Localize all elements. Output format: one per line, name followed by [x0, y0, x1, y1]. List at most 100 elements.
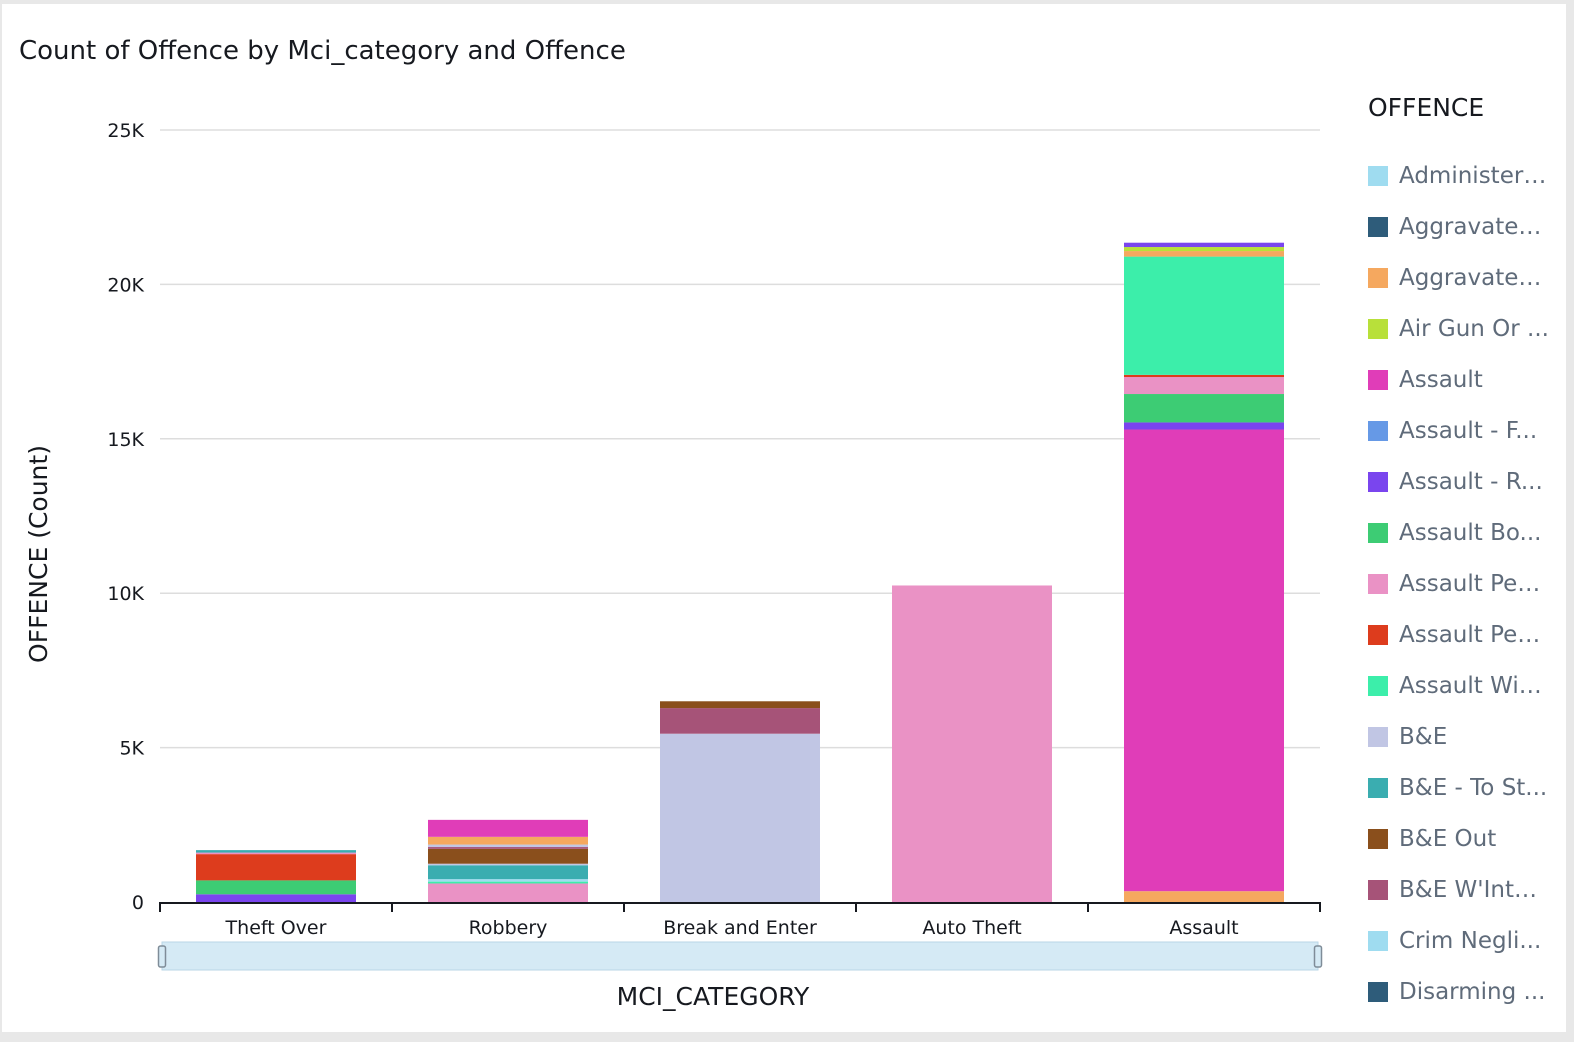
x-tick-label: Auto Theft: [922, 917, 1021, 939]
x-tick-label: Theft Over: [225, 917, 327, 939]
bar-segment[interactable]: [428, 844, 588, 848]
legend-label: B&E: [1399, 724, 1448, 750]
bar-segment[interactable]: [196, 880, 356, 895]
legend-item[interactable]: Aggravated...: [1368, 213, 1564, 264]
bar-segment[interactable]: [428, 879, 588, 882]
bar-segment[interactable]: [1124, 429, 1284, 892]
bar-segment[interactable]: [428, 847, 588, 849]
bar-segment[interactable]: [1124, 374, 1284, 378]
legend-item[interactable]: Assault Pea...: [1368, 621, 1564, 672]
bar-segment[interactable]: [196, 854, 356, 881]
legend-item[interactable]: Disarming ...: [1368, 978, 1564, 1029]
legend-items: Administeri... Aggravated... Aggravated...…: [1368, 162, 1564, 1029]
legend-swatch: [1368, 982, 1388, 1002]
x-axis: Theft Over Robbery Break and Enter Auto The…: [159, 902, 1321, 939]
chart-title: Count of Offence by Mci_category and Off…: [19, 36, 626, 66]
bar-segment[interactable]: [196, 894, 356, 902]
bar-segment[interactable]: [428, 881, 588, 884]
legend-swatch: [1368, 778, 1388, 798]
x-tick-label: Robbery: [469, 917, 548, 939]
legend-label: Assault: [1399, 367, 1483, 393]
legend: OFFENCE Administeri... Aggravated... Aggra…: [1368, 92, 1564, 1029]
legend-label: Assault Wit...: [1399, 673, 1549, 699]
bar-segment[interactable]: [660, 701, 820, 709]
scrollbar-handle[interactable]: [157, 945, 167, 968]
legend-label: B&E - To St...: [1399, 775, 1548, 801]
legend-swatch: [1368, 931, 1388, 951]
bar-segment[interactable]: [428, 848, 588, 864]
legend-label: Assault Pea...: [1399, 571, 1549, 597]
y-axis-title: OFFENCE (Count): [24, 445, 53, 663]
legend-item[interactable]: Assault: [1368, 366, 1564, 417]
bar-segment[interactable]: [428, 883, 588, 902]
legend-swatch: [1368, 625, 1388, 645]
legend-item[interactable]: Aggravated...: [1368, 264, 1564, 315]
legend-swatch: [1368, 676, 1388, 696]
bar-stack[interactable]: [196, 850, 356, 902]
legend-swatch: [1368, 523, 1388, 543]
bar-segment[interactable]: [1124, 251, 1284, 257]
x-axis-title: MCI_CATEGORY: [617, 982, 810, 1011]
legend-swatch: [1368, 727, 1388, 747]
legend-label: Aggravated...: [1399, 214, 1549, 240]
bar-segment[interactable]: [428, 865, 588, 880]
bar-segment[interactable]: [1124, 394, 1284, 423]
scrollbar-track[interactable]: [161, 941, 1319, 971]
bar-segment[interactable]: [1124, 242, 1284, 248]
legend-item[interactable]: B&E - To St...: [1368, 774, 1564, 825]
legend-swatch: [1368, 574, 1388, 594]
legend-swatch: [1368, 472, 1388, 492]
legend-label: Disarming ...: [1399, 979, 1546, 1005]
legend-item[interactable]: B&E: [1368, 723, 1564, 774]
legend-label: B&E Out: [1399, 826, 1497, 852]
y-tick-label: 10K: [107, 583, 144, 605]
legend-swatch: [1368, 217, 1388, 237]
bar-segment[interactable]: [1124, 256, 1284, 375]
bar-stack[interactable]: [660, 701, 820, 902]
legend-title: OFFENCE: [1368, 93, 1485, 122]
bar-segment[interactable]: [196, 850, 356, 853]
y-tick-label: 15K: [107, 429, 144, 451]
bar-segment[interactable]: [1124, 377, 1284, 395]
bar-segment[interactable]: [428, 819, 588, 837]
y-axis-ticks: 0 5K 10K 15K 20K 25K: [107, 120, 144, 914]
bar-stack[interactable]: [892, 585, 1052, 902]
legend-swatch: [1368, 421, 1388, 441]
legend-swatch: [1368, 370, 1388, 390]
legend-item[interactable]: Assault Bo...: [1368, 519, 1564, 570]
legend-swatch: [1368, 319, 1388, 339]
bar-stack[interactable]: [1124, 242, 1284, 902]
bar-segment[interactable]: [660, 733, 820, 902]
bar-segment[interactable]: [660, 708, 820, 734]
legend-item[interactable]: Air Gun Or ...: [1368, 315, 1564, 366]
legend-item[interactable]: Administeri...: [1368, 162, 1564, 213]
y-tick-label: 5K: [119, 738, 144, 760]
legend-label: Assault Bo...: [1399, 520, 1542, 546]
legend-item[interactable]: B&E Out: [1368, 825, 1564, 876]
legend-item[interactable]: Assault - R...: [1368, 468, 1564, 519]
bar-segment[interactable]: [428, 836, 588, 845]
bar-segment[interactable]: [428, 863, 588, 866]
legend-item[interactable]: Crim Negli...: [1368, 927, 1564, 978]
legend-label: Aggravated...: [1399, 265, 1549, 291]
bar-stack[interactable]: [428, 819, 588, 902]
range-scrollbar[interactable]: [157, 941, 1323, 971]
legend-label: Air Gun Or ...: [1399, 316, 1549, 342]
bar-segment[interactable]: [196, 852, 356, 855]
legend-label: Administeri...: [1399, 163, 1549, 189]
legend-label: B&E W'Intent: [1399, 877, 1549, 903]
legend-item[interactable]: Assault - F...: [1368, 417, 1564, 468]
scrollbar-handle[interactable]: [1313, 945, 1323, 968]
y-tick-label: 25K: [107, 120, 144, 142]
bar-segment[interactable]: [1124, 891, 1284, 902]
bar-segment[interactable]: [892, 585, 1052, 902]
y-tick-label: 20K: [107, 274, 144, 296]
legend-item[interactable]: Assault Pea...: [1368, 570, 1564, 621]
legend-swatch: [1368, 268, 1388, 288]
bar-segment[interactable]: [1124, 422, 1284, 430]
bar-segment[interactable]: [1124, 247, 1284, 252]
legend-item[interactable]: B&E W'Intent: [1368, 876, 1564, 927]
chart-plot: 0 5K 10K 15K 20K 25K Theft Over Robbery Break a…: [24, 120, 1323, 1011]
legend-item[interactable]: Assault Wit...: [1368, 672, 1564, 723]
x-tick-label: Assault: [1169, 917, 1238, 939]
